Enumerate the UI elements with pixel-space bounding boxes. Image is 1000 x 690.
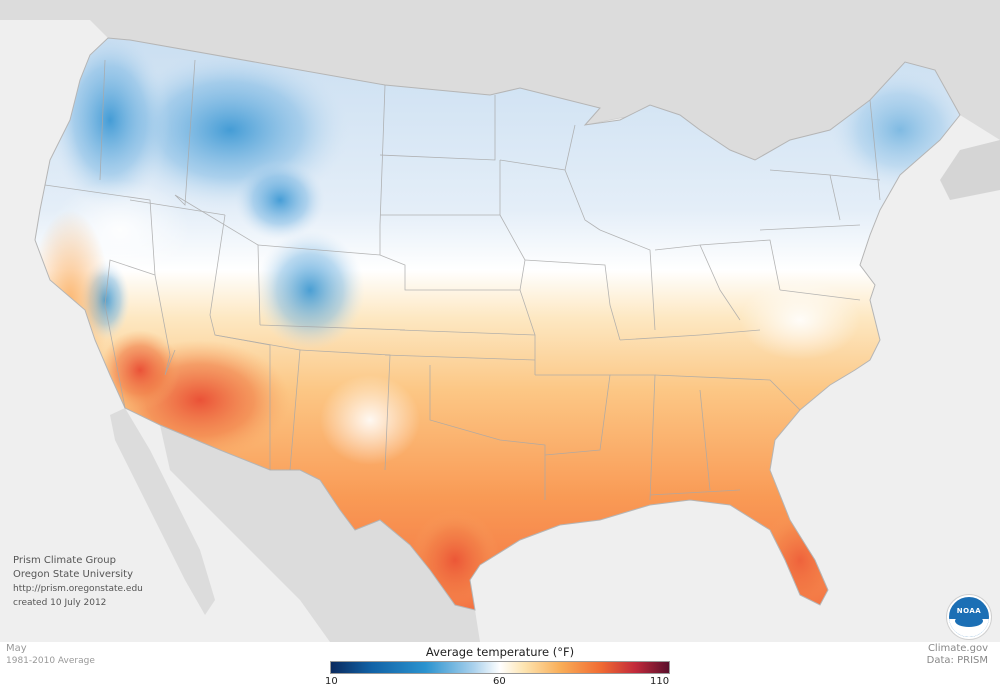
period-label: 1981-2010 Average xyxy=(6,656,95,666)
credit-university: Oregon State University xyxy=(13,569,133,580)
temperature-field xyxy=(35,38,960,610)
surrounding-land xyxy=(0,0,1000,642)
us-outline xyxy=(34,37,961,611)
noaa-bird-icon xyxy=(955,615,983,627)
legend-min-label: 10 xyxy=(325,676,338,687)
state-borders xyxy=(44,59,881,501)
legend-mid-label: 60 xyxy=(493,676,506,687)
legend-color-bar xyxy=(330,661,670,674)
legend-max-label: 110 xyxy=(650,676,670,687)
legend-title: Average temperature (°F) xyxy=(425,645,575,659)
month-label: May xyxy=(6,643,27,654)
credits: Prism Climate Group Oregon State Univers… xyxy=(13,554,143,610)
period-info: May 1981-2010 Average xyxy=(6,643,95,667)
temperature-map xyxy=(0,0,1000,642)
noaa-logo-text: NOAA xyxy=(956,607,982,615)
noaa-logo[interactable]: NOAA xyxy=(947,595,991,639)
map-area xyxy=(0,0,1000,642)
credit-created: created 10 July 2012 xyxy=(13,598,107,608)
source-info: Climate.gov Data: PRISM xyxy=(927,643,988,667)
source-site[interactable]: Climate.gov xyxy=(927,643,988,654)
credit-org: Prism Climate Group xyxy=(13,555,116,566)
credit-url[interactable]: http://prism.oregonstate.edu xyxy=(13,584,143,594)
source-data: Data: PRISM xyxy=(926,655,988,666)
